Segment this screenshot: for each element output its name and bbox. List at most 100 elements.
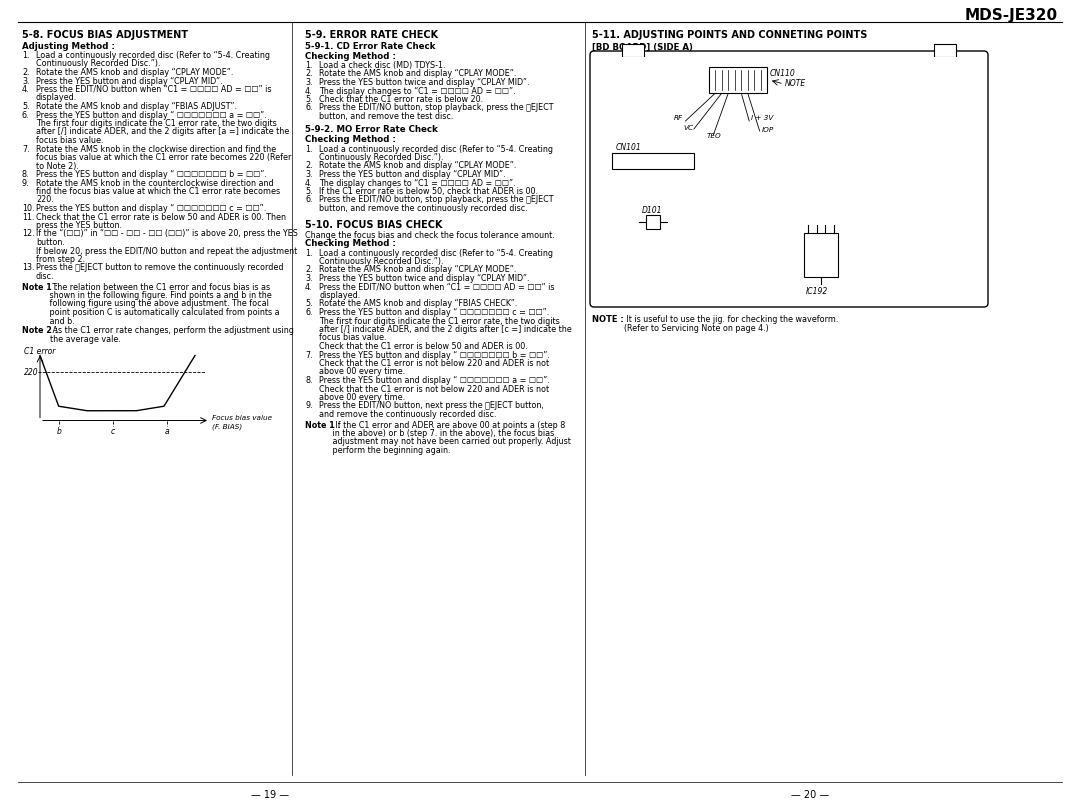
Text: Checking Method :: Checking Method : bbox=[305, 239, 396, 248]
Text: 9.: 9. bbox=[305, 401, 312, 410]
Text: 5.: 5. bbox=[22, 102, 29, 111]
Text: Adjusting Method :: Adjusting Method : bbox=[22, 42, 114, 51]
Text: Press the EDIT/NO button, stop playback, press the ⍐EJECT: Press the EDIT/NO button, stop playback,… bbox=[319, 195, 554, 204]
Text: 11.: 11. bbox=[22, 212, 35, 221]
Text: 6.: 6. bbox=[22, 110, 29, 119]
Text: Check that the C1 error rate is below 50 and ADER is 00. Then: Check that the C1 error rate is below 50… bbox=[36, 212, 286, 221]
Text: Rotate the AMS knob and display “FBIAS CHECK”.: Rotate the AMS knob and display “FBIAS C… bbox=[319, 299, 517, 308]
Text: Checking Method :: Checking Method : bbox=[305, 52, 396, 61]
Text: I + 3V: I + 3V bbox=[752, 115, 773, 121]
Text: 1.: 1. bbox=[305, 144, 312, 153]
Text: 2.: 2. bbox=[305, 161, 312, 170]
Text: Note 1 :: Note 1 : bbox=[305, 420, 341, 430]
Text: Load a check disc (MD) TDYS-1.: Load a check disc (MD) TDYS-1. bbox=[319, 61, 446, 70]
Text: 4.: 4. bbox=[22, 85, 29, 94]
Text: 5-9. ERROR RATE CHECK: 5-9. ERROR RATE CHECK bbox=[305, 30, 438, 40]
Text: to Note 2).: to Note 2). bbox=[36, 161, 79, 170]
Text: MDS-JE320: MDS-JE320 bbox=[964, 8, 1058, 23]
Text: Press the YES button and display “CPLAY MID”.: Press the YES button and display “CPLAY … bbox=[36, 76, 222, 85]
Text: disc.: disc. bbox=[36, 272, 54, 281]
Text: find the focus bias value at which the C1 error rate becomes: find the focus bias value at which the C… bbox=[36, 187, 280, 196]
Bar bbox=[708, 67, 767, 93]
Text: 10.: 10. bbox=[22, 204, 35, 213]
Text: Continuously Recorded Disc.”).: Continuously Recorded Disc.”). bbox=[319, 153, 444, 162]
Text: 5.: 5. bbox=[305, 95, 312, 104]
Text: VC: VC bbox=[684, 125, 694, 131]
Text: 9.: 9. bbox=[22, 178, 29, 187]
Text: button, and remove the test disc.: button, and remove the test disc. bbox=[319, 112, 454, 121]
Text: (Refer to Servicing Note on page 4.): (Refer to Servicing Note on page 4.) bbox=[624, 324, 769, 333]
Text: 5.: 5. bbox=[305, 187, 312, 196]
Bar bbox=[612, 153, 694, 169]
Text: Press the YES button twice and display “CPLAY MID”.: Press the YES button twice and display “… bbox=[319, 274, 529, 283]
Text: Rotate the AMS knob in the clockwise direction and find the: Rotate the AMS knob in the clockwise dir… bbox=[36, 144, 276, 153]
Text: If the C1 error and ADER are above 00 at points a (step 8: If the C1 error and ADER are above 00 at… bbox=[333, 420, 565, 430]
Text: 4.: 4. bbox=[305, 87, 312, 96]
Text: Checking Method :: Checking Method : bbox=[305, 135, 396, 144]
Text: 12.: 12. bbox=[22, 230, 35, 238]
Text: If the “(☐☐)” in “☐☐ - ☐☐ - ☐☐ (☐☐)” is above 20, press the YES: If the “(☐☐)” in “☐☐ - ☐☐ - ☐☐ (☐☐)” is … bbox=[36, 230, 298, 238]
Text: focus bias value.: focus bias value. bbox=[319, 333, 387, 342]
Text: adjustment may not have been carried out properly. Adjust: adjustment may not have been carried out… bbox=[305, 437, 571, 447]
Text: Continuously Recorded Disc.”).: Continuously Recorded Disc.”). bbox=[319, 257, 444, 266]
Text: button.: button. bbox=[36, 238, 65, 247]
Text: from step 2.: from step 2. bbox=[36, 255, 85, 264]
Text: 6.: 6. bbox=[305, 308, 312, 317]
Text: IC192: IC192 bbox=[806, 287, 828, 296]
Text: Press the EDIT/NO button when “C1 = ☐☐☐☐ AD = ☐☐” is: Press the EDIT/NO button when “C1 = ☐☐☐☐… bbox=[36, 85, 271, 94]
Text: shown in the following figure. Find points a and b in the: shown in the following figure. Find poin… bbox=[22, 291, 272, 300]
Text: 3.: 3. bbox=[305, 170, 312, 179]
Text: Rotate the AMS knob in the counterclockwise direction and: Rotate the AMS knob in the counterclockw… bbox=[36, 178, 273, 187]
Text: b: b bbox=[56, 427, 62, 436]
Text: 4.: 4. bbox=[305, 178, 312, 187]
Text: 1.: 1. bbox=[22, 51, 29, 60]
Text: If below 20, press the EDIT/NO button and repeat the adjustment: If below 20, press the EDIT/NO button an… bbox=[36, 247, 297, 255]
Text: The first four digits indicate the C1 error rate, the two digits: The first four digits indicate the C1 er… bbox=[36, 119, 276, 128]
Text: 2.: 2. bbox=[22, 68, 29, 77]
Text: D101: D101 bbox=[642, 206, 662, 215]
Text: CN110: CN110 bbox=[770, 69, 796, 78]
Text: and remove the continuously recorded disc.: and remove the continuously recorded dis… bbox=[319, 410, 497, 419]
Text: The relation between the C1 error and focus bias is as: The relation between the C1 error and fo… bbox=[50, 282, 270, 291]
Text: 6.: 6. bbox=[305, 104, 312, 113]
Text: 1.: 1. bbox=[305, 61, 312, 70]
Text: 8.: 8. bbox=[305, 376, 312, 385]
Text: 2.: 2. bbox=[305, 70, 312, 79]
Text: As the C1 error rate changes, perform the adjustment using: As the C1 error rate changes, perform th… bbox=[50, 326, 294, 335]
Text: Rotate the AMS knob and display “CPLAY MODE”.: Rotate the AMS knob and display “CPLAY M… bbox=[319, 265, 516, 274]
Text: Press the YES button and display “ ☐☐☐☐☐☐☐ c = ☐☐”.: Press the YES button and display “ ☐☐☐☐☐… bbox=[319, 308, 550, 317]
Text: Press the YES button and display “ ☐☐☐☐☐☐☐ a = ☐☐”.: Press the YES button and display “ ☐☐☐☐☐… bbox=[319, 376, 550, 385]
Text: Press the YES button and display “ ☐☐☐☐☐☐☐ a = ☐☐”.: Press the YES button and display “ ☐☐☐☐☐… bbox=[36, 110, 267, 119]
Text: Rotate the AMS knob and display “FBIAS ADJUST”.: Rotate the AMS knob and display “FBIAS A… bbox=[36, 102, 237, 111]
Text: displayed.: displayed. bbox=[319, 291, 361, 300]
Text: Rotate the AMS knob and display “CPLAY MODE”.: Rotate the AMS knob and display “CPLAY M… bbox=[36, 68, 233, 77]
Text: 3.: 3. bbox=[22, 76, 29, 85]
Text: 3.: 3. bbox=[305, 78, 312, 87]
Text: Check that the C1 error is below 50 and ADER is 00.: Check that the C1 error is below 50 and … bbox=[319, 342, 528, 351]
Bar bbox=[622, 44, 644, 57]
Text: Press the YES button and display “ ☐☐☐☐☐☐☐ c = ☐☐”.: Press the YES button and display “ ☐☐☐☐☐… bbox=[36, 204, 267, 213]
Text: after [/] indicate ADER, and the 2 digits after [a =] indicate the: after [/] indicate ADER, and the 2 digit… bbox=[36, 127, 289, 136]
Text: 5-9-2. MO Error Rate Check: 5-9-2. MO Error Rate Check bbox=[305, 126, 437, 135]
Text: Check that the C1 error is not below 220 and ADER is not: Check that the C1 error is not below 220… bbox=[319, 359, 549, 368]
Text: Press the YES button and display “ ☐☐☐☐☐☐☐ b = ☐☐”.: Press the YES button and display “ ☐☐☐☐☐… bbox=[36, 170, 267, 179]
Text: 13.: 13. bbox=[22, 264, 35, 272]
Text: Press the EDIT/NO button, next press the ⍐EJECT button,: Press the EDIT/NO button, next press the… bbox=[319, 401, 543, 410]
Text: Continuously Recorded Disc.”).: Continuously Recorded Disc.”). bbox=[36, 59, 161, 68]
Text: above 00 every time.: above 00 every time. bbox=[319, 393, 405, 402]
Text: after [/] indicate ADER, and the 2 digits after [c =] indicate the: after [/] indicate ADER, and the 2 digit… bbox=[319, 325, 571, 334]
Text: 1.: 1. bbox=[305, 248, 312, 258]
Text: Load a continuously recorded disc (Refer to “5-4. Creating: Load a continuously recorded disc (Refer… bbox=[319, 248, 553, 258]
Text: Press the ⍐EJECT button to remove the continuously recorded: Press the ⍐EJECT button to remove the co… bbox=[36, 264, 283, 272]
Text: Press the YES button twice and display “CPLAY MID”.: Press the YES button twice and display “… bbox=[319, 78, 529, 87]
Text: The display changes to “C1 = ☐☐☐☐ AD = ☐☐”.: The display changes to “C1 = ☐☐☐☐ AD = ☐… bbox=[319, 178, 515, 187]
FancyBboxPatch shape bbox=[590, 51, 988, 307]
Text: If the C1 error rate is below 50, check that ADER is 00.: If the C1 error rate is below 50, check … bbox=[319, 187, 538, 196]
Text: 4.: 4. bbox=[305, 282, 312, 291]
Text: Rotate the AMS knob and display “CPLAY MODE”.: Rotate the AMS knob and display “CPLAY M… bbox=[319, 70, 516, 79]
Text: displayed.: displayed. bbox=[36, 93, 78, 102]
Text: perform the beginning again.: perform the beginning again. bbox=[305, 446, 450, 455]
Text: The display changes to “C1 = ☐☐☐☐ AD = ☐☐”.: The display changes to “C1 = ☐☐☐☐ AD = ☐… bbox=[319, 87, 515, 96]
Text: 5-8. FOCUS BIAS ADJUSTMENT: 5-8. FOCUS BIAS ADJUSTMENT bbox=[22, 30, 188, 40]
Text: C1 error: C1 error bbox=[24, 346, 55, 355]
